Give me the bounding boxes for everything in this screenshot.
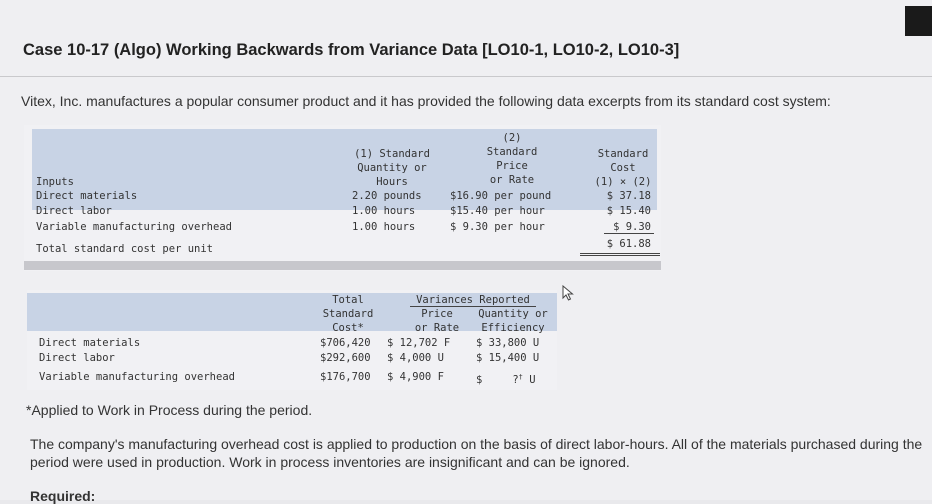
description-paragraph: The company's manufacturing overhead cos…	[30, 436, 923, 470]
row-total-cost: $176,700	[320, 371, 371, 383]
row-price-variance: $ 4,900 F	[387, 371, 444, 383]
divider	[0, 76, 932, 77]
header-variances: Variances Reported	[416, 294, 530, 306]
total-double-underline	[580, 253, 660, 254]
row-price-variance: $ 12,702 F	[387, 337, 451, 349]
total-label: Total standard cost per unit	[36, 243, 214, 255]
footnote: *Applied to Work in Process during the p…	[26, 402, 313, 418]
row-quantity: 1.00 hours	[352, 221, 416, 233]
header-price: (2) Standard Price or Rate	[486, 132, 538, 186]
row-price: $16.90 per pound	[450, 190, 552, 202]
corner-tab	[905, 6, 932, 36]
row-price: $ 9.30 per hour	[450, 221, 545, 233]
row-label: Direct materials	[36, 190, 138, 202]
row-total-cost: $706,420	[320, 337, 371, 349]
row-price: $15.40 per hour	[450, 205, 545, 217]
row-cost: $ 15.40	[606, 205, 651, 217]
row-total-cost: $292,600	[320, 352, 371, 364]
row-quantity-variance: $ 33,800 U	[476, 337, 540, 349]
subtotal-underline	[604, 233, 654, 234]
table-footer-band	[24, 261, 661, 270]
row-cost: $ 9.30	[613, 221, 651, 233]
standard-cost-table: (1) Standard Quantity or Hours (2) Stand…	[24, 125, 661, 271]
row-cost: $ 37.18	[606, 190, 651, 202]
row-label: Direct labor	[39, 352, 115, 364]
row-label: Direct materials	[39, 337, 141, 349]
row-quantity-variance: $ 15,400 U	[476, 352, 540, 364]
page-title: Case 10-17 (Algo) Working Backwards from…	[23, 41, 680, 59]
intro-text: Vitex, Inc. manufactures a popular consu…	[21, 93, 831, 109]
header-quantity: (1) Standard Quantity or Hours	[354, 148, 430, 188]
header-inputs: Inputs	[36, 176, 74, 188]
required-heading: Required:	[30, 488, 96, 504]
header-price-rate: Price or Rate	[414, 308, 460, 334]
header-total-cost: Total Standard Cost*	[322, 294, 374, 334]
row-label: Variable manufacturing overhead	[36, 221, 232, 233]
mouse-pointer-icon	[562, 285, 574, 301]
row-label: Direct labor	[36, 205, 112, 217]
row-quantity: 1.00 hours	[352, 205, 416, 217]
variance-table: Total Standard Cost* Variances Reported …	[27, 290, 557, 390]
standard-cost-table-header	[32, 129, 657, 210]
row-price-variance: $ 4,000 U	[387, 352, 444, 364]
row-label: Variable manufacturing overhead	[39, 371, 235, 383]
row-quantity: 2.20 pounds	[352, 190, 422, 202]
total-double-underline	[580, 255, 660, 256]
header-cost: Standard Cost (1) × (2)	[594, 148, 652, 188]
header-quantity-efficiency: Quantity or Efficiency	[478, 308, 548, 334]
variance-table-header	[27, 293, 557, 331]
total-cost: $ 61.88	[606, 238, 651, 250]
row-quantity-variance-unknown: $ ?† U	[476, 373, 536, 386]
variances-underline	[410, 306, 536, 307]
